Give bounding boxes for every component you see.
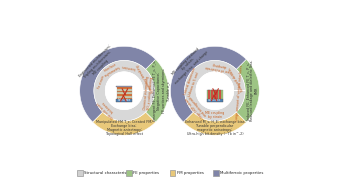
Text: Emergent FE; Enhanced FE T_c, P_s;
Negative Capacitance;
FE vortices and skyrmio: Emergent FE; Enhanced FE T_c, P_s; Negat…	[153, 60, 170, 121]
FancyBboxPatch shape	[117, 92, 132, 94]
FancyBboxPatch shape	[126, 170, 132, 176]
FancyBboxPatch shape	[216, 90, 218, 99]
FancyBboxPatch shape	[117, 96, 132, 98]
FancyBboxPatch shape	[116, 99, 133, 102]
Text: FM properties: FM properties	[177, 171, 203, 175]
FancyBboxPatch shape	[213, 170, 219, 176]
FancyBboxPatch shape	[117, 89, 132, 91]
FancyBboxPatch shape	[77, 170, 83, 176]
Polygon shape	[185, 60, 245, 121]
Text: Manipulated FM T_c; Created FM;
Exchange bias;
Magnetic anisotropy;
Topological : Manipulated FM T_c; Created FM; Exchange…	[96, 120, 152, 136]
FancyBboxPatch shape	[219, 90, 221, 99]
Text: Unit-cell level
thickness: Unit-cell level thickness	[96, 98, 117, 119]
Polygon shape	[105, 72, 143, 110]
Polygon shape	[145, 59, 168, 122]
Text: Structural characteristics: Structural characteristics	[84, 171, 133, 175]
Text: Lateral dimension
(down to 5 nm): Lateral dimension (down to 5 nm)	[183, 67, 201, 97]
Text: Inversion: Inversion	[121, 63, 136, 70]
Text: Interface
asymmetry: Interface asymmetry	[102, 61, 122, 78]
Text: Reduced defects: Reduced defects	[228, 66, 244, 91]
Polygon shape	[93, 112, 156, 135]
FancyBboxPatch shape	[208, 90, 210, 99]
Text: Multiferroic properties: Multiferroic properties	[220, 171, 263, 175]
Polygon shape	[236, 59, 259, 122]
Text: Free of substrate
clamping: Free of substrate clamping	[205, 60, 233, 73]
Text: ME coupling
by strain: ME coupling by strain	[205, 111, 224, 119]
FancyBboxPatch shape	[117, 94, 132, 96]
Text: FE properties: FE properties	[133, 171, 159, 175]
Text: Large OOP strain
and tetragonality: Large OOP strain and tetragonality	[184, 93, 208, 120]
Polygon shape	[171, 46, 246, 122]
FancyBboxPatch shape	[207, 90, 223, 99]
Polygon shape	[80, 46, 156, 122]
Text: Chemical intermixing
BO_x cation ordering: Chemical intermixing BO_x cation orderin…	[143, 76, 154, 110]
Text: Symmetry breaking: Symmetry breaking	[136, 64, 155, 93]
Text: Substrate: Substrate	[117, 98, 131, 102]
FancyBboxPatch shape	[117, 91, 132, 92]
FancyBboxPatch shape	[206, 99, 223, 102]
FancyBboxPatch shape	[117, 87, 132, 89]
Text: Fe strain: Fe strain	[97, 75, 105, 90]
Polygon shape	[183, 112, 246, 135]
Text: Substrate: Substrate	[208, 98, 222, 102]
Polygon shape	[94, 60, 154, 121]
FancyBboxPatch shape	[170, 170, 175, 176]
Text: Induced FE; Enhanced FE T_c, P_s;
Reduced leakage and dielectric loss;
FMR: Induced FE; Enhanced FE T_c, P_s; Reduce…	[246, 60, 259, 122]
Text: Engineered multiferroism;
Tripling multiferroism;
ME coupling: Engineered multiferroism; Tripling multi…	[78, 44, 118, 84]
Text: ME coupling mediated
by strain,
exchange bias, and charge: ME coupling mediated by strain, exchange…	[168, 44, 209, 85]
FancyBboxPatch shape	[116, 86, 132, 87]
FancyBboxPatch shape	[211, 90, 213, 99]
FancyBboxPatch shape	[214, 90, 216, 99]
FancyBboxPatch shape	[117, 98, 132, 99]
Polygon shape	[196, 72, 234, 110]
Text: Large amount of vertical interfaces: Large amount of vertical interfaces	[235, 65, 244, 121]
Text: Enhanced M_s, H_E; exchange bias;
Tunable perpendicular
magnetic anisotropy;
Ult: Enhanced M_s, H_E; exchange bias; Tunabl…	[184, 120, 245, 136]
